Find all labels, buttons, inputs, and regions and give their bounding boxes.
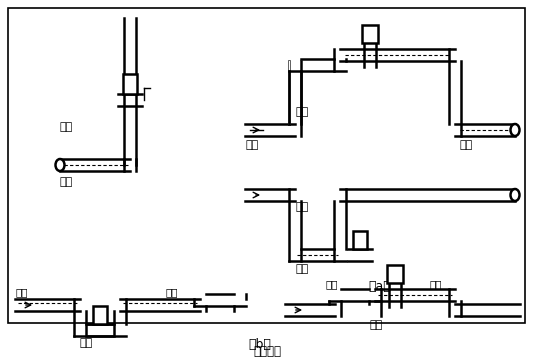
Bar (93, 306, 107, 324)
Text: 气泡: 气泡 (325, 279, 337, 289)
Text: 液体: 液体 (295, 264, 308, 274)
Bar (8, 8, 525, 323)
Ellipse shape (511, 189, 520, 201)
Text: 正确: 正确 (295, 107, 308, 117)
Text: 错误: 错误 (295, 202, 308, 212)
Bar (353, 231, 367, 249)
Text: 正确: 正确 (80, 338, 93, 348)
Text: 正确: 正确 (60, 122, 73, 132)
Ellipse shape (55, 159, 64, 171)
Text: （a）: （a） (369, 280, 391, 293)
Text: 液体: 液体 (245, 140, 259, 150)
Text: 气泡: 气泡 (165, 287, 177, 297)
Text: 气泡: 气泡 (430, 279, 442, 289)
Text: 气泡: 气泡 (15, 287, 28, 297)
Text: 图（四）: 图（四） (253, 345, 281, 358)
Text: 错误: 错误 (370, 320, 383, 330)
Bar (123, 74, 137, 94)
Text: （b）: （b） (248, 338, 271, 351)
Bar (387, 265, 403, 283)
Text: 液体: 液体 (60, 177, 73, 187)
Ellipse shape (511, 124, 520, 136)
Bar (362, 25, 378, 43)
Text: 液体: 液体 (460, 140, 473, 150)
